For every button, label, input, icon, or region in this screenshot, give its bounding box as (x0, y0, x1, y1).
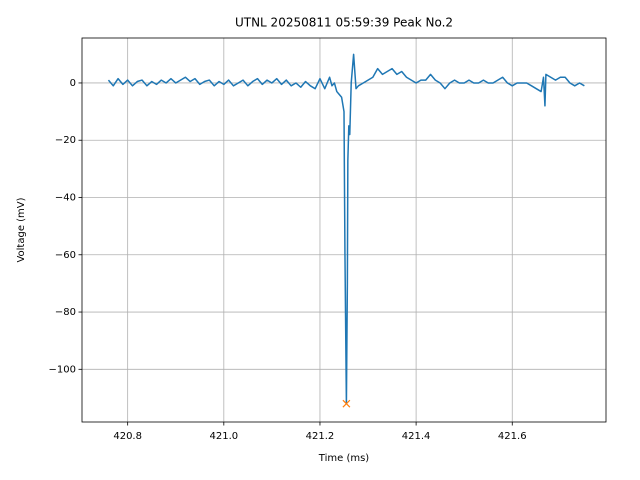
chart-title: UTNL 20250811 05:59:39 Peak No.2 (235, 16, 453, 30)
peak-marker (342, 399, 351, 408)
x-tick-label: 421.0 (209, 431, 238, 442)
x-tick-label: 421.2 (306, 431, 335, 442)
y-tick-label: −20 (55, 135, 76, 146)
plot-frame (81, 37, 607, 423)
data-line (107, 53, 585, 405)
x-tick-label: 420.8 (113, 431, 142, 442)
y-tick-label: −60 (55, 250, 76, 261)
x-axis-label: Time (ms) (318, 453, 370, 464)
peak-marker-stroke (342, 399, 351, 408)
y-tick-label: −80 (55, 307, 76, 318)
y-tick-label: −100 (49, 364, 76, 375)
y-tick-label: −40 (55, 192, 76, 203)
y-tick-label: 0 (70, 78, 76, 89)
x-tick-label: 421.4 (402, 431, 431, 442)
x-tick-label: 421.6 (498, 431, 527, 442)
y-axis-label: Voltage (mV) (16, 197, 27, 262)
